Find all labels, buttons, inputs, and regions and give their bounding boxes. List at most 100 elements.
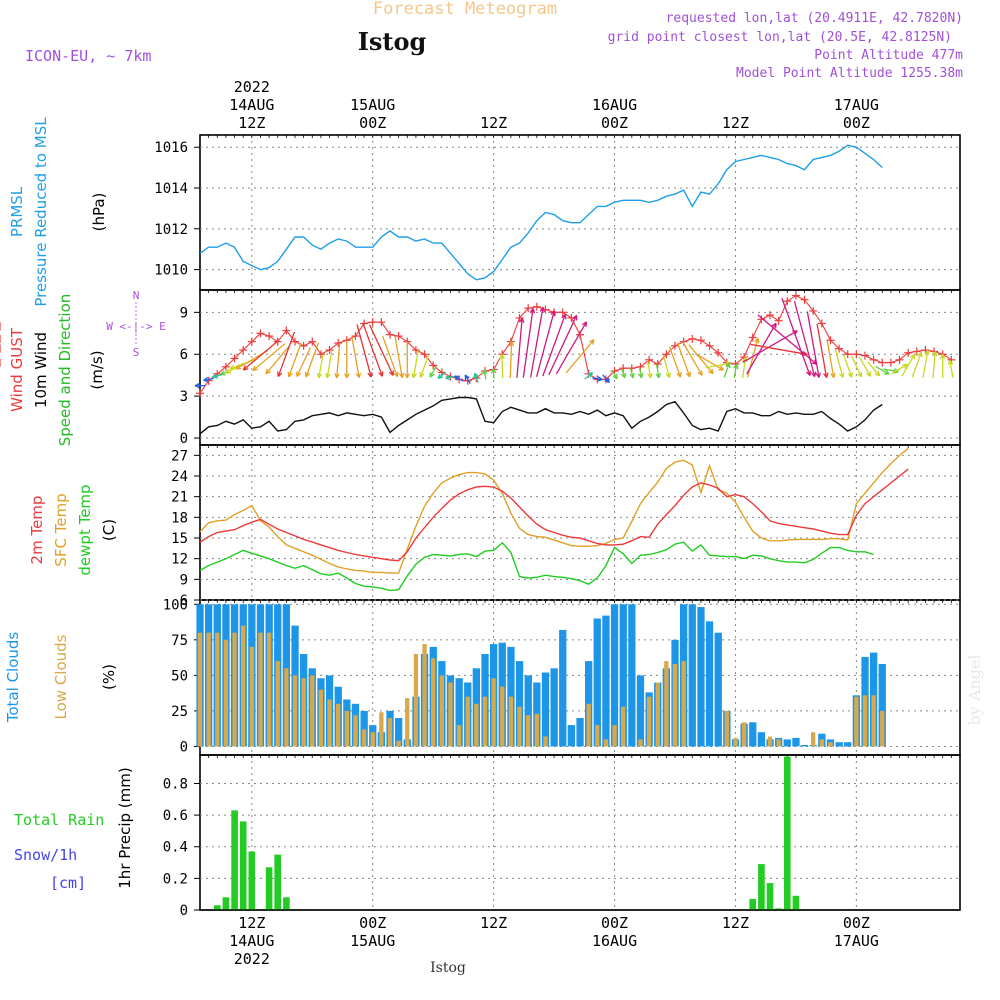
temp2m-line: [199, 468, 909, 562]
wind-arrow-head: [589, 372, 594, 378]
wind-arrow: [843, 354, 853, 378]
total-cloud-bar: [507, 646, 515, 747]
pressure-unit: (hPa): [90, 193, 108, 232]
low-cloud-bar: [465, 696, 470, 747]
total-cloud-bar: [619, 604, 627, 747]
wind-arrow: [464, 374, 471, 385]
wind-arrow-head: [529, 308, 534, 314]
panel-frame-pressure: [199, 134, 961, 291]
time-label-top: 2022: [234, 78, 270, 96]
wind-arrow: [826, 340, 835, 378]
wind-arrow-head: [288, 372, 293, 378]
wind-arrow-head: [581, 321, 587, 326]
wind-arrow-head: [305, 372, 311, 378]
wind-arrow-head: [742, 356, 747, 362]
wind-arrow: [555, 321, 587, 375]
low-cloud-bar: [655, 682, 660, 747]
low-cloud-bar: [621, 706, 626, 747]
wind-arrow: [381, 335, 399, 377]
dewpt-line: [199, 541, 874, 592]
wind-arrow-head: [949, 359, 954, 365]
low-cloud-bar: [664, 661, 669, 747]
wind-arrow-head: [655, 373, 660, 379]
time-label-bottom: 12Z: [722, 914, 749, 932]
y-tick-label: 18: [171, 510, 188, 526]
wind-arrow-head: [640, 372, 644, 379]
wind-arrow-head: [482, 369, 485, 375]
wind-arrow: [326, 350, 333, 378]
rain-bar: [274, 854, 281, 910]
wind-arrow-head: [917, 351, 922, 357]
wind-arrow-head: [624, 372, 627, 378]
total-cloud-bar: [524, 675, 532, 747]
wind-arrow-head: [857, 373, 862, 378]
y-tick-label: 0: [180, 431, 188, 447]
wind-arrow-head: [736, 363, 739, 370]
panel-frame-wind: [199, 289, 961, 446]
y-tick-label: 75: [171, 633, 188, 649]
wind-arrow-head: [728, 363, 731, 369]
wind-arrow-head: [445, 377, 451, 381]
total-cloud-bar: [602, 615, 610, 747]
wind-arrow-head: [252, 365, 256, 371]
total-cloud-bar: [395, 718, 403, 747]
low-cloud-bar: [336, 703, 341, 747]
clouds-ylabel: Low Clouds: [52, 634, 70, 719]
rain-label: Total Rain: [14, 811, 104, 829]
wind-arrow-head: [203, 379, 209, 383]
total-cloud-bar: [455, 678, 463, 747]
footer-location: Istog: [430, 960, 466, 976]
wind-arrow: [584, 372, 593, 380]
low-cloud-bar: [474, 703, 479, 747]
y-tick-label: 12: [171, 552, 188, 568]
wind-arrow-head: [592, 339, 595, 345]
wind-arrow: [429, 365, 437, 378]
wind-arrow-head: [927, 350, 930, 356]
wind-arrow: [412, 350, 419, 378]
wind-arrow: [705, 362, 731, 369]
time-label-top: 00Z: [601, 114, 628, 132]
low-cloud-bar: [767, 736, 773, 747]
wind-arrow: [834, 348, 844, 378]
low-cloud-bar: [249, 646, 254, 747]
snow-unit-label: [cm]: [50, 874, 86, 892]
wind-arrow-head: [473, 373, 476, 379]
wind-arrow: [875, 365, 890, 375]
wind-arrow: [288, 342, 302, 378]
wind-arrow-head: [229, 364, 235, 370]
total-cloud-bar: [714, 632, 722, 747]
model-label: ICON-EU, ~ 7km: [25, 47, 151, 65]
wind-arrow: [351, 336, 360, 378]
total-cloud-bar: [360, 710, 368, 747]
wind-arrow-head: [411, 372, 415, 378]
low-cloud-bar: [301, 678, 306, 747]
total-cloud-bar: [757, 732, 765, 747]
wind-arrow-head: [572, 314, 578, 320]
time-label-top: 12Z: [238, 114, 265, 132]
wind-arrow: [932, 351, 936, 378]
y-tick-label: 21: [171, 490, 188, 506]
wind-arrow-head: [604, 379, 610, 384]
low-cloud-bar: [197, 632, 203, 747]
wind-arrow-head: [893, 371, 899, 374]
time-label-top: 12Z: [722, 114, 749, 132]
wind-arrow: [816, 323, 828, 378]
wind-arrow-head: [754, 337, 759, 343]
low-cloud-bar: [292, 675, 298, 747]
low-cloud-bar: [776, 739, 781, 747]
low-cloud-bar: [819, 739, 824, 747]
wind-arrow-head: [932, 351, 936, 357]
low-cloud-bar: [880, 710, 885, 747]
wind-arrow-head: [398, 373, 403, 379]
rain-bar: [222, 897, 230, 910]
wind-arrow-head: [939, 353, 944, 360]
wind-arrow-head: [620, 373, 626, 379]
time-label-top: 15AUG: [350, 96, 395, 114]
low-cloud-bar: [854, 696, 859, 747]
rain-bar: [792, 895, 800, 910]
wind-arrow-head: [874, 373, 880, 377]
total-cloud-bar: [749, 722, 757, 747]
wind-arrow-head: [220, 373, 226, 376]
wind-arrow-head: [668, 372, 672, 378]
